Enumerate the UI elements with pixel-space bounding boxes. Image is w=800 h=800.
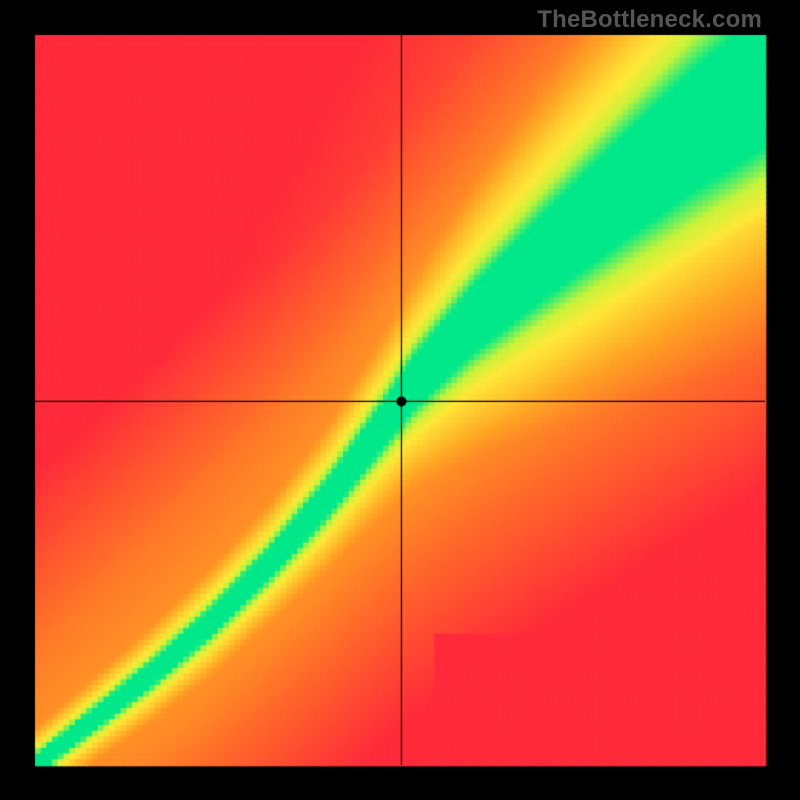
bottleneck-heatmap bbox=[0, 0, 800, 800]
watermark-text: TheBottleneck.com bbox=[537, 6, 762, 34]
chart-container: TheBottleneck.com bbox=[0, 0, 800, 800]
